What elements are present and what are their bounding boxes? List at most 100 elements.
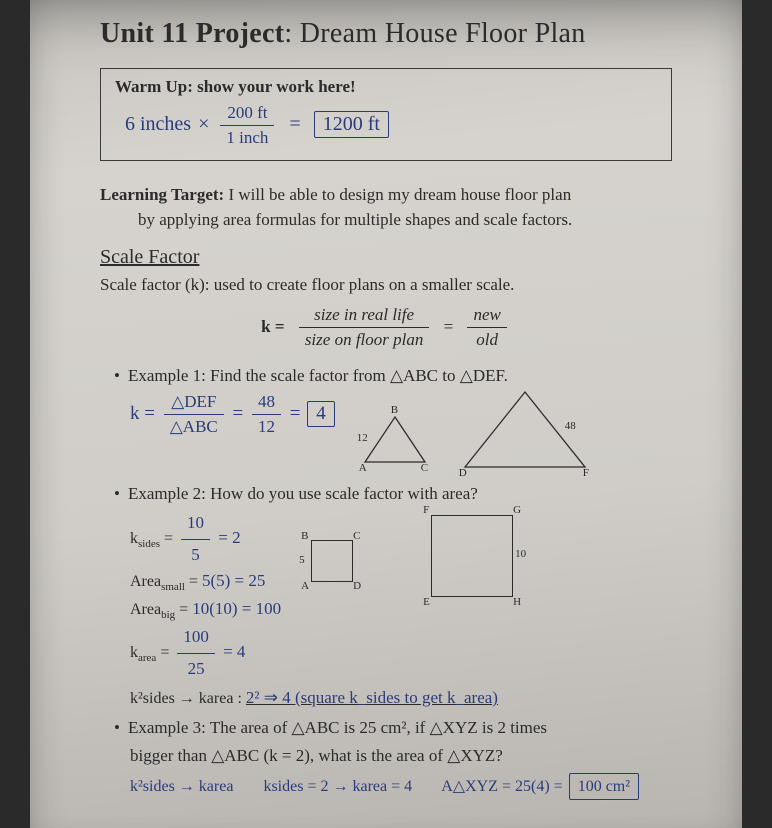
sq-small-A: A [301,580,309,592]
ex2-l1-sub: sides [138,538,160,550]
ex2-l1-den: 5 [181,540,210,568]
tri-abc-A: A [359,462,367,474]
ex3-hw-right-lhs: A△XYZ = 25(4) = [441,778,562,795]
sq-small-side: 5 [299,554,305,566]
learning-target-line2: by applying area formulas for multiple s… [100,208,672,233]
square-small-icon [311,540,353,582]
ex2-l5-sub: sides [143,690,175,707]
ex2-l5-arrow: → k [175,690,207,707]
tri-abc-side-label: 12 [357,432,368,444]
ex2-l2-lhs: Area [130,573,161,590]
sq-big-F: F [423,504,429,516]
ex1-eq2: = [290,403,301,424]
bullet-dot-icon: • [114,484,128,504]
page-title: Unit 11 Project: Dream House Floor Plan [100,18,672,50]
ex2-l1-eq: = [160,530,177,547]
scale-factor-desc: Scale factor (k): used to create floor p… [100,275,672,295]
ex2-l4-lhs: k [130,644,138,661]
ex2-l3-hw: 10(10) = 100 [192,599,281,618]
k-frac1: size in real life size on floor plan [299,305,430,350]
example1-text: Example 1: Find the scale factor from △A… [128,366,508,385]
warmup-heading: Warm Up: show your work here! [115,77,657,97]
warmup-answer-box: 1200 ft [314,111,389,138]
title-bold: Unit 11 Project [100,18,284,49]
sq-big-G: G [513,504,521,516]
ex1-frac2-num: 48 [252,392,281,415]
ex2-l1-hw: 105 = 2 [177,510,241,568]
ex2-l2-sub: small [161,581,185,593]
example2-last-line: k²sides → karea : 2² ⇒ 4 (square k_sides… [130,688,672,708]
k-frac1-den: size on floor plan [299,328,430,350]
ex2-l1-num: 10 [181,510,210,539]
ex2-l5-colon: : [233,690,245,707]
example3-text: Example 3: The area of △ABC is 25 cm², i… [128,718,547,737]
k-equals: k = [261,317,284,336]
worksheet-paper: Unit 11 Project: Dream House Floor Plan … [30,0,742,828]
warmup-lhs: 6 inches [125,113,191,135]
ex2-l4-sub: area [138,652,156,664]
ex1-answer-box: 4 [307,401,335,427]
ex2-l3-sub: big [161,609,175,621]
ex3-answer-box: 100 cm² [569,773,639,800]
warmup-frac: 200 ft 1 inch [220,103,274,148]
ex2-line2: Areasmall = 5(5) = 25 [130,568,281,596]
example2-block: ksides = 105 = 2 Areasmall = 5(5) = 25 A… [130,510,672,682]
tri-abc-C: C [421,462,428,474]
ex2-l2-hw: 5(5) = 25 [202,571,265,590]
warmup-eq: = [289,113,300,135]
ex3-hw-left: k²sides → karea [130,778,233,795]
k-frac2: new old [467,305,506,350]
k-formula: k = size in real life size on floor plan… [100,305,672,350]
k-eq2: = [444,317,454,336]
warmup-times: × [198,113,209,135]
example3-line2: bigger than △ABC (k = 2), what is the ar… [130,744,672,769]
ex1-frac2-den: 12 [252,415,281,437]
square-big-icon [431,515,513,597]
sq-big-side: 10 [515,548,526,560]
ex2-l5-sub2: area [207,690,234,707]
photo-frame: Unit 11 Project: Dream House Floor Plan … [0,0,772,828]
ex2-line1: ksides = 105 = 2 [130,510,281,568]
tri-abc-B: B [391,404,398,416]
bullet-dot-icon: • [114,366,128,386]
ex1-frac1: △DEF △ABC [164,392,224,437]
example2-squares: 5 A B C D 10 E F G H [311,510,571,630]
ex2-l4-num: 100 [177,624,215,653]
ex3-hw-mid: ksides = 2 → karea = 4 [263,778,412,795]
k-frac2-den: old [467,328,506,350]
sq-small-C: C [353,530,360,542]
ex2-l1-lhs: k [130,530,138,547]
example1-bullet: •Example 1: Find the scale factor from △… [114,366,672,386]
learning-target-label: Learning Target: [100,185,224,204]
example1-row: k = △DEF △ABC = 48 12 = 4 12 A B [130,392,672,472]
ex2-l1-ans: = 2 [218,528,240,547]
tri-def-D: D [459,467,467,479]
tri-def-side-label: 48 [565,420,576,432]
example2-bullet: •Example 2: How do you use scale factor … [114,484,672,504]
scale-factor-heading: Scale Factor [100,246,672,269]
sq-small-D: D [353,580,361,592]
example2-text: Example 2: How do you use scale factor w… [128,484,478,503]
ex2-l4-den: 25 [177,654,215,682]
warmup-frac-num: 200 ft [220,103,274,126]
ex2-l5-hw: 2² ⇒ 4 (square k_sides to get k_area) [246,688,498,707]
example3-bullet: •Example 3: The area of △ABC is 25 cm², … [114,718,672,738]
learning-target-line1: I will be able to design my dream house … [224,185,571,204]
ex2-line4: karea = 10025 = 4 [130,624,281,682]
ex2-l4-ans: = 4 [223,642,245,661]
k-frac1-num: size in real life [299,305,430,328]
example2-lines: ksides = 105 = 2 Areasmall = 5(5) = 25 A… [130,510,281,682]
warmup-box: Warm Up: show your work here! 6 inches ×… [100,68,672,161]
sq-small-B: B [301,530,308,542]
learning-target: Learning Target: I will be able to desig… [100,183,672,232]
bullet-dot-icon: • [114,718,128,738]
ex2-l3-eq: = [175,601,192,618]
sq-big-E: E [423,596,430,608]
example3-handwriting: k²sides → karea ksides = 2 → karea = 4 A… [130,773,672,800]
ex1-k: k = [130,403,155,424]
sq-big-H: H [513,596,521,608]
triangle-def-icon [455,387,595,477]
tri-def-F: F [583,467,589,479]
warmup-handwriting: 6 inches × 200 ft 1 inch = 1200 ft [115,103,657,148]
title-rest: : Dream House Floor Plan [284,18,585,49]
